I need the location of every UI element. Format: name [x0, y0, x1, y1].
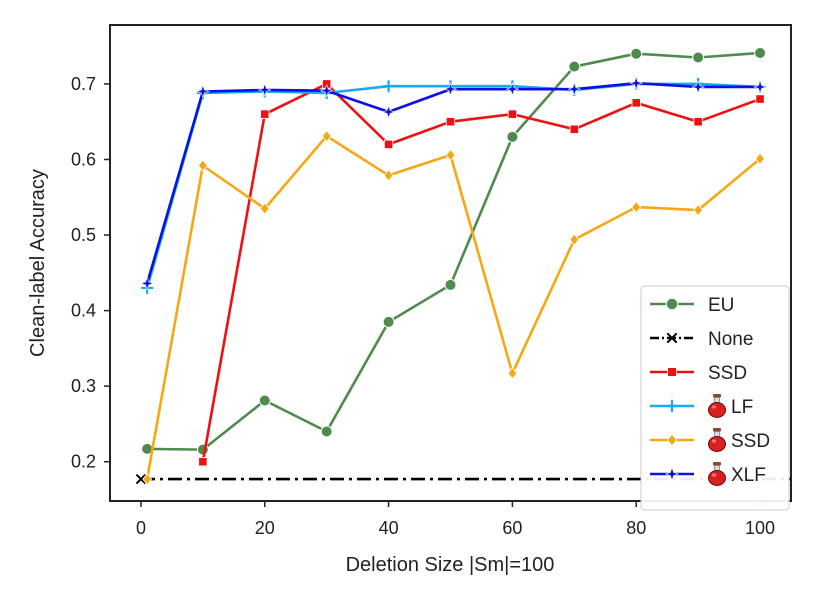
legend-marker — [664, 466, 680, 482]
legend: EU None SSD LF SSD XLF — [640, 285, 790, 511]
y-tick-label: 0.3 — [71, 376, 96, 396]
series-line — [201, 82, 761, 462]
data-point — [444, 278, 457, 291]
data-point — [630, 47, 643, 60]
data-point — [383, 139, 394, 149]
y-tick-label: 0.4 — [71, 301, 96, 321]
series-xlf-poisoned — [140, 76, 767, 291]
data-point — [381, 104, 396, 119]
data-point — [321, 129, 332, 143]
series-ssd-poisoned — [142, 129, 765, 486]
data-point — [142, 472, 153, 486]
data-point — [258, 394, 271, 407]
series-ssd — [198, 79, 765, 467]
data-point — [569, 124, 579, 134]
legend-item: None — [650, 329, 753, 350]
legend-label: None — [708, 329, 753, 350]
legend-marker — [665, 399, 679, 413]
data-point — [568, 60, 581, 73]
data-point — [320, 425, 333, 438]
legend-label: XLF — [731, 465, 766, 486]
data-point — [754, 46, 767, 59]
data-point — [569, 233, 580, 246]
x-tick-label: 60 — [502, 518, 522, 538]
data-point — [319, 83, 334, 98]
data-point — [506, 130, 519, 143]
data-point — [259, 202, 270, 215]
x-tick-label: 0 — [136, 518, 146, 538]
data-point — [755, 152, 765, 165]
data-point — [692, 51, 705, 64]
data-point — [693, 117, 703, 127]
data-point — [135, 473, 147, 485]
x-tick-label: 40 — [379, 518, 399, 538]
y-tick-label: 0.5 — [71, 225, 96, 245]
data-point — [755, 94, 765, 104]
series-eu — [141, 46, 767, 456]
data-point — [140, 276, 155, 291]
data-point — [631, 200, 642, 214]
legend-label: LF — [731, 397, 753, 418]
data-point — [691, 80, 706, 94]
data-point — [198, 457, 208, 467]
legend-marker — [666, 433, 678, 447]
x-tick-label: 100 — [745, 518, 775, 538]
data-point — [567, 82, 582, 97]
x-axis-label: Deletion Size |Sm|=100 — [346, 554, 555, 576]
data-point — [383, 169, 394, 182]
data-point — [629, 76, 644, 91]
data-point — [753, 80, 767, 94]
data-point — [631, 98, 641, 108]
legend-item: LF — [650, 394, 753, 418]
legend-item: SSD — [650, 363, 747, 384]
data-point — [505, 82, 520, 97]
series-layer — [135, 46, 791, 486]
legend-item: SSD — [650, 428, 770, 452]
y-axis-label: Clean-label Accuracy — [27, 169, 49, 357]
data-point — [445, 148, 456, 162]
legend-label: SSD — [731, 431, 770, 452]
data-point — [382, 80, 395, 93]
legend-item: EU — [650, 295, 734, 316]
legend-marker — [667, 367, 677, 377]
x-tick-label: 20 — [255, 518, 275, 538]
data-point — [443, 82, 458, 97]
data-point — [507, 109, 518, 119]
y-tick-label: 0.2 — [71, 452, 96, 472]
legend-label: SSD — [708, 363, 747, 384]
legend-item: XLF — [650, 462, 766, 486]
data-point — [195, 84, 210, 99]
data-point — [197, 159, 208, 172]
data-point — [260, 109, 270, 119]
data-point — [257, 83, 272, 97]
data-point — [445, 117, 456, 127]
data-point — [693, 203, 704, 217]
legend-marker — [665, 297, 679, 311]
data-point — [382, 315, 395, 328]
data-point — [507, 367, 518, 380]
x-tick-label: 80 — [626, 518, 646, 538]
y-tick-label: 0.7 — [71, 74, 96, 94]
axis-ticks: 0 20 40 60 80 100 0.2 0.3 0.4 0.5 0.6 0.7 — [71, 74, 775, 538]
legend-label: EU — [708, 295, 734, 316]
y-tick-label: 0.6 — [71, 149, 96, 169]
legend-marker — [666, 332, 678, 344]
